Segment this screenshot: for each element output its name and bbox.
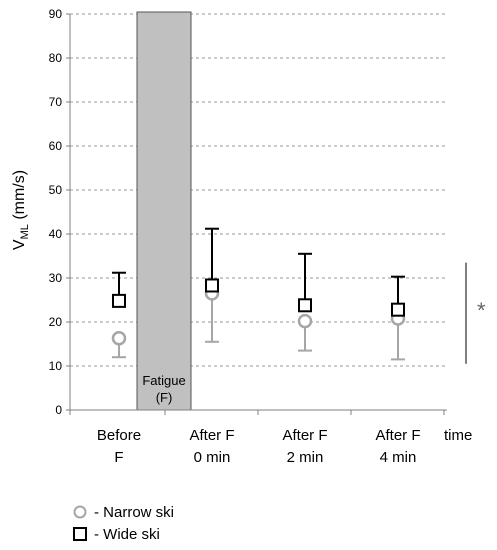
wide-ski-point (205, 278, 219, 293)
x-tick-label: Before (97, 427, 141, 444)
y-tick-label: 30 (49, 271, 63, 285)
x-tick-label: After F (282, 427, 327, 444)
significance-marker: * (465, 262, 486, 364)
y-tick-label: 90 (49, 7, 63, 21)
fatigue-region: Fatigue (F) (136, 11, 192, 411)
x-tick-label: 2 min (287, 449, 324, 466)
x-tick-label: After F (189, 427, 234, 444)
y-tick-label: 40 (49, 227, 63, 241)
fatigue-label: Fatigue (142, 373, 185, 388)
x-axis-label: time (444, 427, 472, 444)
y-tick-label: 0 (55, 403, 62, 417)
wide-ski-point (298, 298, 312, 313)
legend-circle-marker (73, 505, 87, 519)
data-markers (111, 278, 406, 346)
y-tick-label: 60 (49, 139, 63, 153)
y-label-unit: (mm/s) (11, 170, 28, 224)
legend-label: - Wide ski (94, 526, 160, 543)
fatigue-label-sub: (F) (156, 390, 173, 405)
legend-square-marker (73, 527, 87, 541)
y-tick-label: 20 (49, 315, 63, 329)
significance-star: * (477, 298, 486, 323)
wide-ski-point (391, 302, 405, 317)
x-tick-label: 0 min (194, 449, 231, 466)
axes: 0 10 20 30 40 50 60 70 80 90 Before F After F 0 min Af… (49, 7, 447, 466)
y-label-sub: ML (19, 224, 31, 239)
y-label-main: V (11, 239, 28, 250)
x-tick-label: F (114, 449, 123, 466)
axis-labels: VML (mm/s) time (11, 170, 472, 444)
y-tick-label: 70 (49, 95, 63, 109)
y-tick-label: 10 (49, 359, 63, 373)
narrow-ski-point (111, 331, 127, 346)
fatigue-bar (136, 11, 192, 411)
y-tick-label: 50 (49, 183, 63, 197)
grid-lines (70, 13, 447, 367)
legend: - Narrow ski - Wide ski (73, 504, 174, 543)
x-tick-label: After F (375, 427, 420, 444)
x-tick-label: 4 min (380, 449, 417, 466)
y-axis-label: VML (mm/s) (11, 170, 31, 250)
y-tick-label: 80 (49, 51, 63, 65)
narrow-ski-point (297, 313, 313, 329)
legend-label: - Narrow ski (94, 504, 174, 521)
wide-ski-point (112, 293, 126, 308)
